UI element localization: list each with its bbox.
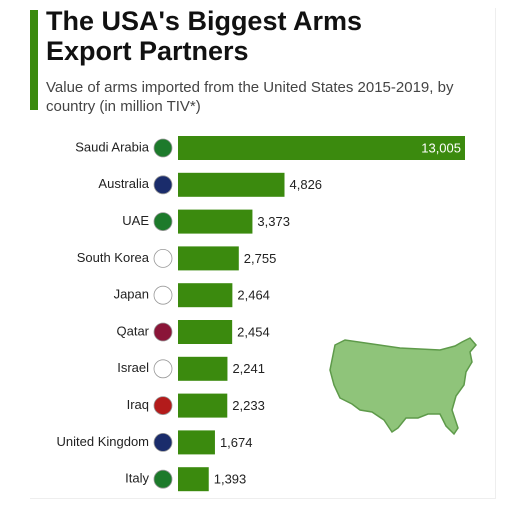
flag-icon (153, 175, 173, 195)
value-label: 1,393 (214, 472, 247, 487)
accent-bar (30, 10, 38, 110)
value-label: 2,464 (237, 288, 270, 303)
category-label: Italy (125, 471, 149, 486)
category-label: Iraq (127, 397, 149, 412)
chart-title: The USA's Biggest Arms Export Partners (46, 6, 362, 66)
flag-icon (153, 322, 173, 342)
bar (178, 172, 285, 197)
category-label: Israel (117, 360, 149, 375)
category-label: United Kingdom (57, 434, 150, 449)
category-label: Japan (114, 287, 149, 302)
category-label: Australia (98, 176, 149, 191)
value-label: 4,826 (290, 177, 323, 192)
flag-icon (153, 212, 173, 232)
bar (178, 356, 228, 381)
category-label: South Korea (77, 250, 150, 265)
bar (178, 209, 253, 234)
bar (178, 136, 465, 160)
bar (178, 246, 239, 271)
flag-icon (153, 396, 173, 416)
category-label: Saudi Arabia (75, 139, 149, 154)
category-label: Qatar (116, 323, 149, 338)
value-label: 1,674 (220, 435, 253, 450)
value-label: 2,241 (232, 361, 265, 376)
chart-subtitle: Value of arms imported from the United S… (46, 79, 454, 115)
bar (178, 467, 209, 492)
value-label: 13,005 (421, 140, 461, 155)
usa-map (329, 337, 477, 436)
value-label: 3,373 (257, 214, 290, 229)
value-label: 2,233 (232, 398, 265, 413)
flag-icon (153, 469, 173, 489)
value-label: 2,454 (237, 324, 270, 339)
value-label: 2,755 (244, 251, 277, 266)
bar (178, 393, 228, 418)
flag-icon (153, 432, 173, 452)
flag-icon (153, 138, 173, 158)
category-label: UAE (122, 213, 149, 228)
flag-icon (153, 285, 173, 305)
flag-icon (153, 248, 173, 268)
bar (178, 283, 233, 308)
bar (178, 430, 215, 455)
bar (178, 320, 233, 344)
flag-icon (153, 359, 173, 379)
